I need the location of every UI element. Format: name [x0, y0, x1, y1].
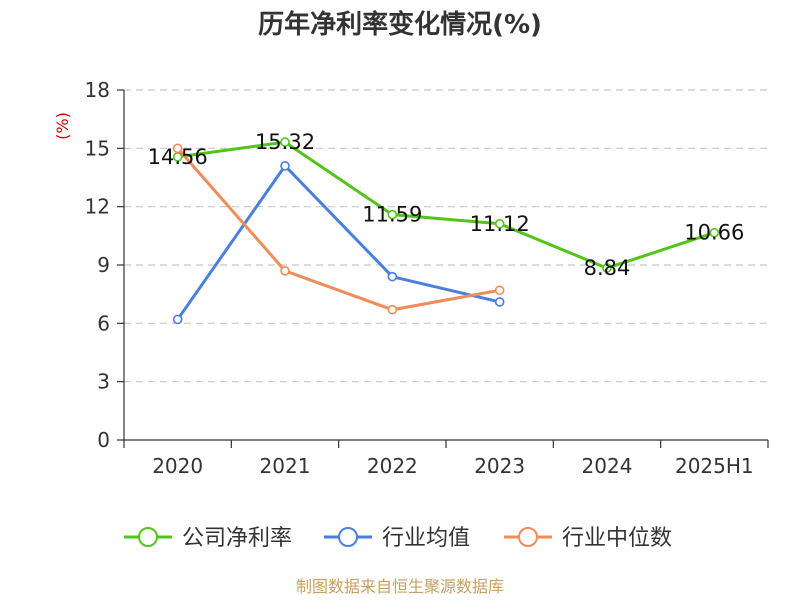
data-point-series-1	[280, 137, 290, 147]
x-tick-label: 2025H1	[675, 454, 754, 478]
data-point-series-2	[172, 314, 183, 325]
data-labels: 14.56 15.32 11.59 11.12 8.84 10.66	[148, 130, 745, 280]
series-lines	[176, 140, 715, 321]
data-point-series-2	[280, 161, 290, 171]
y-tick-labels: 0 3 6 9 12 15 18	[85, 78, 110, 452]
data-point-series-3	[387, 304, 398, 315]
x-tick-label: 2024	[582, 454, 633, 478]
series-line-2	[176, 164, 501, 321]
data-point-series-1	[494, 218, 505, 229]
legend-marker	[338, 527, 358, 547]
x-tick-label: 2021	[260, 454, 311, 478]
grid-lines	[124, 89, 768, 383]
y-tick-label: 9	[97, 253, 110, 277]
legend: 公司净利率 行业均值 行业中位数	[124, 526, 672, 551]
data-label: 14.56	[148, 145, 208, 169]
data-label: 11.59	[362, 203, 422, 227]
data-point-series-1	[602, 263, 612, 273]
data-point-series-3	[494, 285, 505, 296]
legend-marker	[518, 527, 538, 547]
legend-label: 行业中位数	[562, 526, 672, 551]
y-tick-label: 3	[97, 370, 110, 394]
y-tick-label: 0	[97, 428, 110, 452]
data-point-series-3	[172, 143, 183, 154]
x-tick-label: 2023	[474, 454, 525, 478]
data-point-series-2	[494, 297, 505, 307]
series-line-3	[176, 147, 500, 312]
series-line-1	[177, 140, 715, 270]
y-tick-label: 15	[85, 136, 110, 160]
x-tick-label: 2022	[367, 454, 418, 478]
y-axis-unit: (%)	[53, 112, 72, 140]
series-points	[172, 137, 720, 325]
y-tick-label: 6	[97, 311, 110, 335]
data-label: 8.84	[584, 256, 631, 280]
data-label: 15.32	[255, 130, 315, 154]
y-tick-label: 12	[85, 195, 110, 219]
axes	[117, 89, 769, 448]
legend-label: 行业均值	[382, 526, 470, 551]
data-point-series-1	[709, 227, 720, 238]
data-point-series-2	[387, 271, 398, 282]
data-label: 11.12	[470, 212, 530, 236]
x-tick-labels: 2020 2021 2022 2023 2024 2025H1	[152, 454, 753, 478]
chart-title: 历年净利率变化情况(%)	[258, 9, 542, 40]
data-point-series-1	[387, 209, 398, 220]
y-tick-label: 18	[85, 78, 110, 102]
data-label: 10.66	[684, 221, 744, 245]
data-point-series-3	[280, 266, 290, 276]
source-note: 制图数据来自恒生聚源数据库	[296, 577, 504, 596]
x-tick-label: 2020	[152, 454, 203, 478]
legend-marker	[138, 527, 158, 547]
legend-label: 公司净利率	[182, 526, 292, 551]
